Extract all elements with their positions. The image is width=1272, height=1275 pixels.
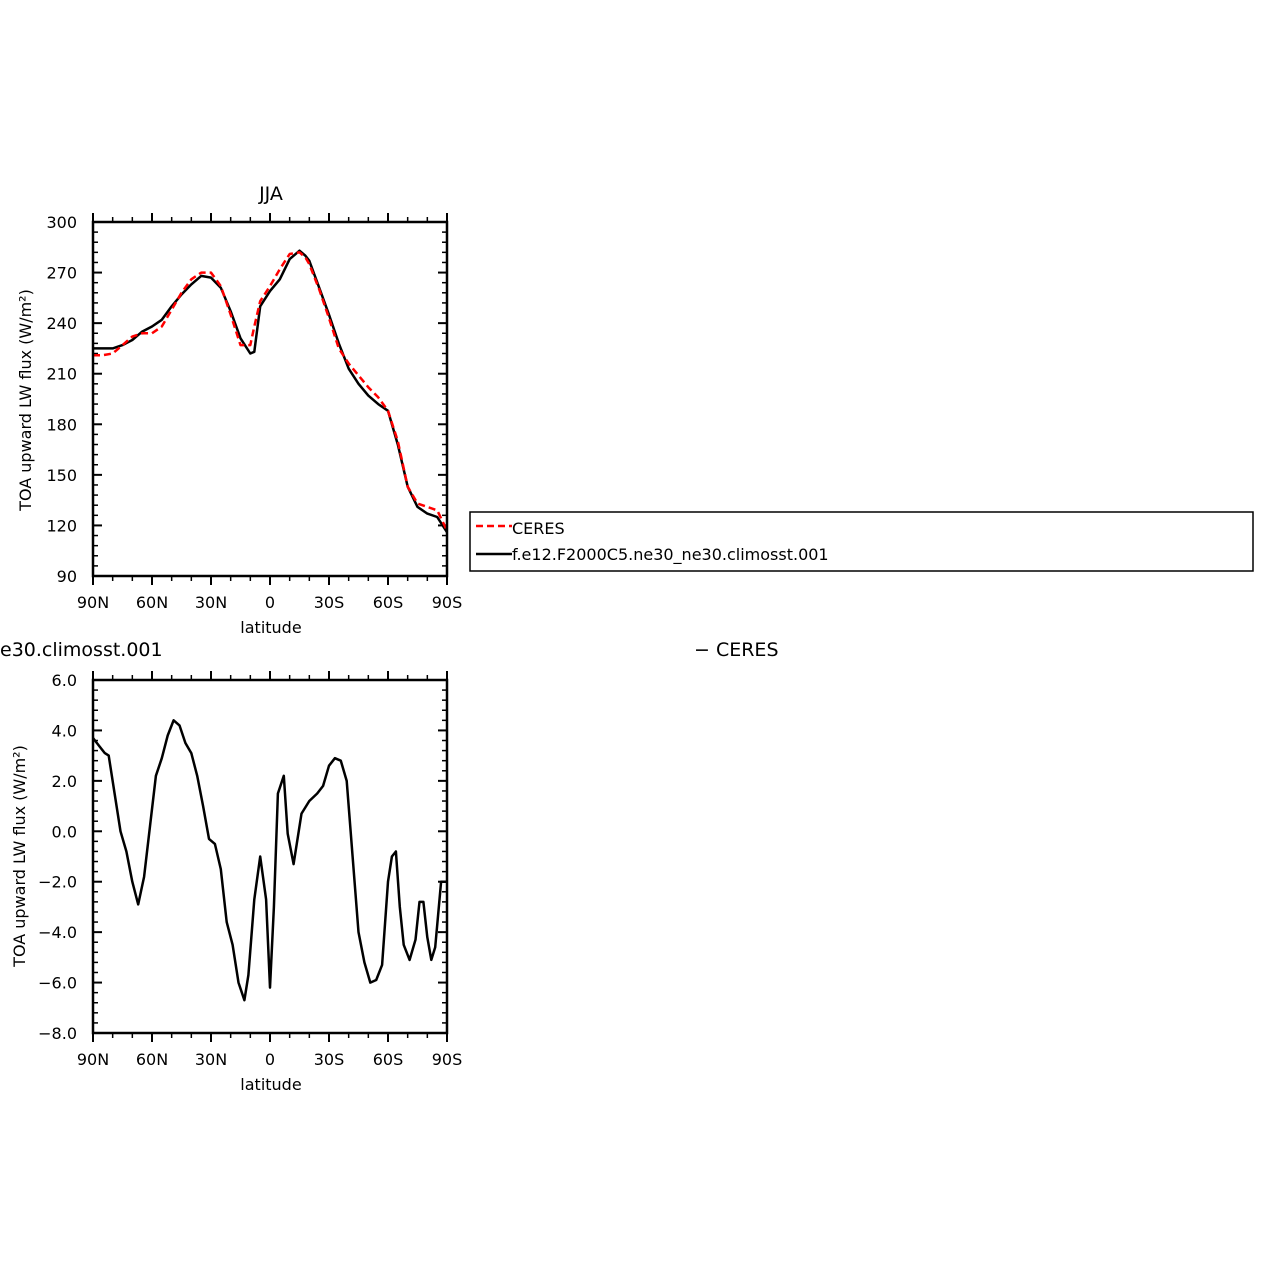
y-tick-label: 180 (46, 415, 77, 434)
y-tick-label: −6.0 (38, 974, 77, 993)
bottom-y-axis-title: TOA upward LW flux (W/m²) (10, 745, 29, 968)
series-line-ceres (93, 251, 449, 532)
series-line-f-e12-f2000c5-ne30-ne30-climosst-001 (93, 249, 449, 533)
legend: CERES f.e12.F2000C5.ne30_ne30.climosst.0… (469, 511, 1254, 572)
top-y-axis-title: TOA upward LW flux (W/m²) (16, 289, 35, 512)
x-tick-label: 90N (77, 593, 109, 612)
top-y-tick-labels: 300 270 240 210 180 150 120 90 (46, 213, 77, 586)
bottom-panel: e30.climosst.001 − CERES 6.0 4.0 2.0 0.0 −2.… (0, 639, 779, 1094)
x-tick-label: 60N (136, 593, 168, 612)
x-tick-label: 90S (432, 1050, 463, 1069)
top-plot-title: JJA (258, 183, 283, 205)
top-series-lines (93, 249, 449, 533)
x-tick-label: 0 (265, 593, 275, 612)
y-tick-label: −2.0 (38, 873, 77, 892)
y-tick-label: 0.0 (52, 822, 77, 841)
x-tick-label: 90S (432, 593, 463, 612)
bottom-x-tick-labels: 90N 60N 30N 0 30S 60S 90S (77, 1050, 462, 1069)
legend-ceres-label: CERES (512, 519, 565, 538)
x-tick-label: 30S (314, 1050, 345, 1069)
y-tick-label: 2.0 (52, 772, 77, 791)
legend-box (469, 511, 1254, 572)
x-tick-label: 30S (314, 593, 345, 612)
top-x-tick-labels: 90N 60N 30N 0 30S 60S 90S (77, 593, 462, 612)
bottom-series-lines (92, 719, 447, 1002)
y-tick-label: 270 (46, 264, 77, 283)
y-tick-label: 6.0 (52, 671, 77, 690)
x-tick-label: 60S (373, 1050, 404, 1069)
y-tick-label: 90 (57, 567, 77, 586)
bottom-y-tick-labels: 6.0 4.0 2.0 0.0 −2.0 −4.0 −6.0 −8.0 (38, 671, 77, 1043)
x-tick-label: 30N (195, 1050, 227, 1069)
bottom-title-right: − CERES (694, 639, 779, 661)
x-tick-label: 30N (195, 593, 227, 612)
legend-model-label: f.e12.F2000C5.ne30_ne30.climosst.001 (512, 545, 829, 565)
bottom-x-axis-title: latitude (240, 1075, 301, 1094)
y-tick-label: 4.0 (52, 721, 77, 740)
top-panel: JJA 300 270 240 210 180 150 120 90 90N 60N 30N 0 30… (16, 183, 462, 637)
y-tick-label: 120 (46, 516, 77, 535)
bottom-title-left: e30.climosst.001 (0, 639, 163, 661)
x-tick-label: 60S (373, 593, 404, 612)
x-tick-label: 90N (77, 1050, 109, 1069)
x-tick-label: 60N (136, 1050, 168, 1069)
y-tick-label: −8.0 (38, 1024, 77, 1043)
top-x-axis-title: latitude (240, 618, 301, 637)
top-tick-marks (92, 213, 448, 585)
y-tick-label: 300 (46, 213, 77, 232)
top-plot-frame (91, 220, 449, 578)
y-tick-label: 150 (46, 466, 77, 485)
x-tick-label: 0 (265, 1050, 275, 1069)
bottom-plot-frame (91, 678, 449, 1035)
y-tick-label: −4.0 (38, 923, 77, 942)
y-tick-label: 210 (46, 365, 77, 384)
y-tick-label: 240 (46, 314, 77, 333)
series-line-difference (92, 719, 447, 1002)
